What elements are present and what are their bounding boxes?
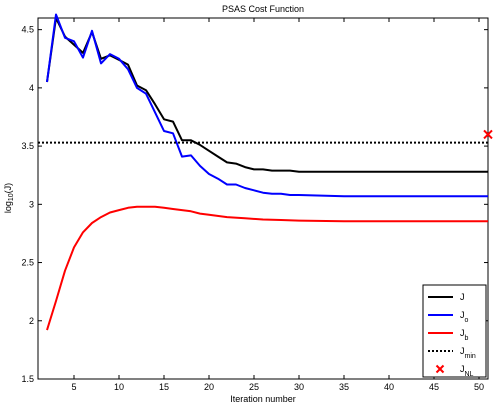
x-tick-label: 25 (249, 382, 259, 392)
legend-label-sub: o (465, 317, 469, 324)
legend-item: JNL (435, 364, 474, 378)
chart-title: PSAS Cost Function (222, 4, 304, 14)
legend-item: Jb (428, 328, 469, 342)
y-axis-label-base: log (3, 201, 13, 213)
plot-frame (37, 17, 489, 380)
legend-item: J (428, 292, 465, 302)
y-tick-label: 2 (29, 316, 34, 326)
point-marker-j-nl (483, 129, 493, 140)
series-line-j-b (46, 205, 488, 331)
legend-label: Jb (460, 328, 469, 342)
y-tick-label: 3 (29, 199, 34, 209)
legend-label-sub: min (465, 353, 476, 360)
legend-marker (435, 364, 445, 374)
legend-label-main: J (460, 328, 465, 338)
legend-label-main: J (460, 364, 465, 374)
legend-label-main: J (460, 346, 465, 356)
y-tick-label: 3.5 (21, 141, 34, 151)
points-layer (483, 129, 493, 140)
x-tick-label: 20 (204, 382, 214, 392)
legend-label: Jo (460, 310, 469, 324)
legend-label-main: J (460, 292, 465, 302)
x-tick-label: 50 (474, 382, 484, 392)
x-tick-label: 15 (159, 382, 169, 392)
legend-label: JNL (460, 364, 474, 378)
y-tick-label: 4.5 (21, 25, 34, 35)
x-tick-label: 10 (114, 382, 124, 392)
legend-label: J (460, 292, 465, 302)
x-tick-label: 30 (294, 382, 304, 392)
legend-label: Jmin (460, 346, 476, 360)
legend-item: Jmin (428, 346, 476, 360)
x-tick-label: 5 (71, 382, 76, 392)
legend-label-sub: NL (465, 371, 474, 378)
series-layer (38, 13, 488, 331)
x-axis: 5 10 15 20 25 30 35 40 45 50 (71, 18, 484, 392)
legend-label-sub: b (465, 335, 469, 342)
x-tick-label: 40 (384, 382, 394, 392)
legend-box (422, 284, 487, 378)
y-tick-label: 1.5 (21, 374, 34, 384)
y-axis-label-rest: (J) (3, 183, 13, 194)
series-line-j-o (46, 13, 488, 198)
x-axis-label: Iteration number (230, 394, 296, 404)
x-tick-label: 45 (429, 382, 439, 392)
y-axis: 1.5 2 2.5 3 3.5 4 4.5 (21, 25, 488, 384)
y-tick-label: 4 (29, 83, 34, 93)
y-axis-label: log10(J) (3, 183, 15, 213)
legend-item: Jo (428, 310, 469, 324)
y-axis-label-sub: 10 (8, 193, 15, 201)
y-tick-label: 2.5 (21, 258, 34, 268)
x-tick-label: 35 (339, 382, 349, 392)
legend-label-main: J (460, 310, 465, 320)
